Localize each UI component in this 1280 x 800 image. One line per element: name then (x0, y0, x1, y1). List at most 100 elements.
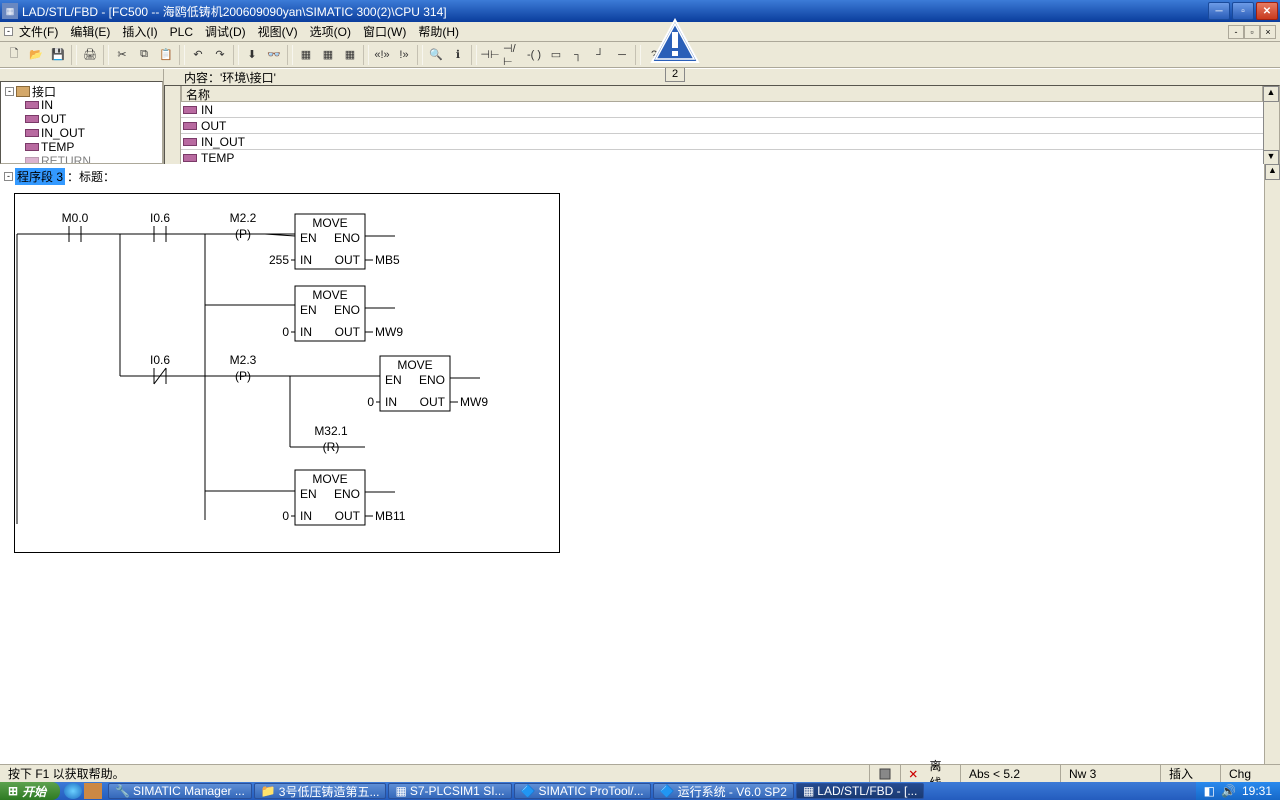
svg-text:M2.2: M2.2 (230, 211, 257, 225)
tree-item[interactable]: TEMP (41, 140, 74, 154)
menubar: - 文件(F) 编辑(E) 插入(I) PLC 调试(D) 视图(V) 选项(O… (0, 22, 1280, 42)
window-title: LAD/STL/FBD - [FC500 -- 海鸥低铸机200609090ya… (22, 3, 1208, 20)
maximize-button[interactable]: ▫ (1232, 2, 1254, 20)
menu-insert[interactable]: 插入(I) (116, 23, 163, 40)
work-scroll-up[interactable]: ▲ (1265, 164, 1280, 180)
system-tray[interactable]: ◧ 🔊 19:31 (1196, 782, 1280, 800)
monitor-button[interactable]: 👓 (264, 45, 284, 65)
tree-item[interactable]: OUT (41, 112, 66, 126)
tray-icon[interactable]: 🔊 (1221, 784, 1236, 798)
mdi-minimize-button[interactable]: - (1228, 25, 1244, 39)
task-button[interactable]: 📁3号低压铸造第五... (254, 783, 387, 799)
status-abs: Abs < 5.2 (960, 765, 1060, 782)
network-label[interactable]: 程序段 3 (15, 168, 65, 185)
menu-edit[interactable]: 编辑(E) (64, 23, 116, 40)
task-button[interactable]: 🔷SIMATIC ProTool/... (514, 783, 651, 799)
tree-item[interactable]: IN (41, 98, 53, 112)
menu-window[interactable]: 窗口(W) (357, 23, 412, 40)
help-button[interactable]: ℹ (448, 45, 468, 65)
mdi-close-button[interactable]: × (1260, 25, 1276, 39)
mdi-restore-button[interactable]: ▫ (1244, 25, 1260, 39)
collapse-icon[interactable]: - (4, 27, 13, 36)
svg-text:M32.1: M32.1 (314, 424, 348, 438)
branch-close-button[interactable]: ┘ (590, 45, 610, 65)
menu-debug[interactable]: 调试(D) (199, 23, 252, 40)
var-icon (25, 129, 39, 137)
minimize-button[interactable]: ─ (1208, 2, 1230, 20)
tree-root-label: 接口 (32, 83, 56, 100)
ladder-diagram[interactable]: M0.0I0.6(P)M2.2I0.6(P)M2.3(R)M32.1MOVEEN… (14, 193, 560, 553)
paste-button[interactable]: 📋 (156, 45, 176, 65)
cpu-icon (878, 767, 892, 781)
task-button[interactable]: 🔷运行系统 - V6.0 SP2 (653, 783, 794, 799)
warning-count: 2 (665, 68, 685, 82)
toolbar: 🗋 📂 💾 🖨 ✂ ⧉ 📋 ↶ ↷ ⬇ 👓 ▦ ▦ ▦ «!» !» 🔍 ℹ ⊣… (0, 42, 1280, 68)
var-icon (25, 157, 39, 164)
save-button[interactable]: 💾 (48, 45, 68, 65)
svg-text:I0.6: I0.6 (150, 211, 170, 225)
grid-header-name[interactable]: 名称 (181, 86, 1263, 102)
branch-open-button[interactable]: ┐ (568, 45, 588, 65)
print-button[interactable]: 🖨 (80, 45, 100, 65)
start-button[interactable]: ⊞开始 (0, 782, 60, 800)
svg-text:M2.3: M2.3 (230, 353, 257, 367)
zoom-prev-button[interactable]: «!» (372, 45, 392, 65)
svg-text:MOVE: MOVE (312, 216, 347, 230)
open-button[interactable]: 📂 (26, 45, 46, 65)
block3-button[interactable]: ▦ (340, 45, 360, 65)
menu-view[interactable]: 视图(V) (252, 23, 304, 40)
statusbar: 按下 F1 以获取帮助。 离线 Abs < 5.2 Nw 3 插入 Chg (0, 764, 1280, 782)
redo-button[interactable]: ↷ (210, 45, 230, 65)
grid-cell[interactable]: OUT (201, 119, 226, 133)
svg-text:ENO: ENO (334, 303, 360, 317)
scroll-up-button[interactable]: ▲ (1263, 86, 1279, 102)
status-chg: Chg (1220, 765, 1280, 782)
network-collapse-icon[interactable]: - (4, 172, 13, 181)
svg-text:MB5: MB5 (375, 253, 400, 267)
find-button[interactable]: 🔍 (426, 45, 446, 65)
menu-options[interactable]: 选项(O) (304, 23, 357, 40)
svg-text:OUT: OUT (335, 509, 361, 523)
contact-nc-button[interactable]: ⊣/⊢ (502, 45, 522, 65)
network-title-suffix: ：标题： (67, 168, 115, 185)
cut-button[interactable]: ✂ (112, 45, 132, 65)
grid-cell[interactable]: IN (201, 103, 213, 117)
interface-header: 内容：'环境\接口' (164, 69, 1280, 85)
undo-button[interactable]: ↶ (188, 45, 208, 65)
warning-overlay[interactable]: 2 (650, 18, 700, 68)
download-button[interactable]: ⬇ (242, 45, 262, 65)
tree-collapse-icon[interactable]: - (5, 87, 14, 96)
task-button[interactable]: ▦S7-PLCSIM1 SI... (388, 783, 511, 799)
copy-button[interactable]: ⧉ (134, 45, 154, 65)
app-icon: ▦ (2, 3, 18, 19)
tray-icon[interactable]: ◧ (1204, 784, 1215, 798)
block1-button[interactable]: ▦ (296, 45, 316, 65)
contact-no-button[interactable]: ⊣⊢ (480, 45, 500, 65)
tree-item[interactable]: IN_OUT (41, 126, 85, 140)
ladder-editor[interactable]: - 程序段 3 ：标题： M0.0I0.6(P)M2.2I0.6(P)M2.3(… (0, 164, 1264, 764)
svg-text:0: 0 (282, 325, 289, 339)
menu-plc[interactable]: PLC (164, 25, 199, 39)
svg-text:ENO: ENO (419, 373, 445, 387)
block2-button[interactable]: ▦ (318, 45, 338, 65)
quicklaunch-icon[interactable] (84, 783, 102, 799)
zoom-next-button[interactable]: !» (394, 45, 414, 65)
task-button[interactable]: 🔧SIMATIC Manager ... (108, 783, 252, 799)
connection-button[interactable]: ─ (612, 45, 632, 65)
menu-help[interactable]: 帮助(H) (412, 23, 465, 40)
close-button[interactable]: ✕ (1256, 2, 1278, 20)
grid-cell[interactable]: TEMP (201, 151, 234, 165)
quicklaunch-ie-icon[interactable] (64, 783, 82, 799)
svg-text:IN: IN (300, 509, 312, 523)
new-button[interactable]: 🗋 (4, 45, 24, 65)
tree-item[interactable]: RETURN (41, 154, 91, 164)
interface-tree[interactable]: - 接口 IN OUT IN_OUT TEMP RETURN (0, 81, 163, 164)
folder-icon (16, 86, 30, 97)
svg-text:MOVE: MOVE (312, 472, 347, 486)
box-button[interactable]: ▭ (546, 45, 566, 65)
coil-button[interactable]: -( ) (524, 45, 544, 65)
grid-cell[interactable]: IN_OUT (201, 135, 245, 149)
svg-text:OUT: OUT (335, 325, 361, 339)
task-button-active[interactable]: ▦LAD/STL/FBD - [... (796, 783, 924, 799)
menu-file[interactable]: 文件(F) (13, 23, 64, 40)
